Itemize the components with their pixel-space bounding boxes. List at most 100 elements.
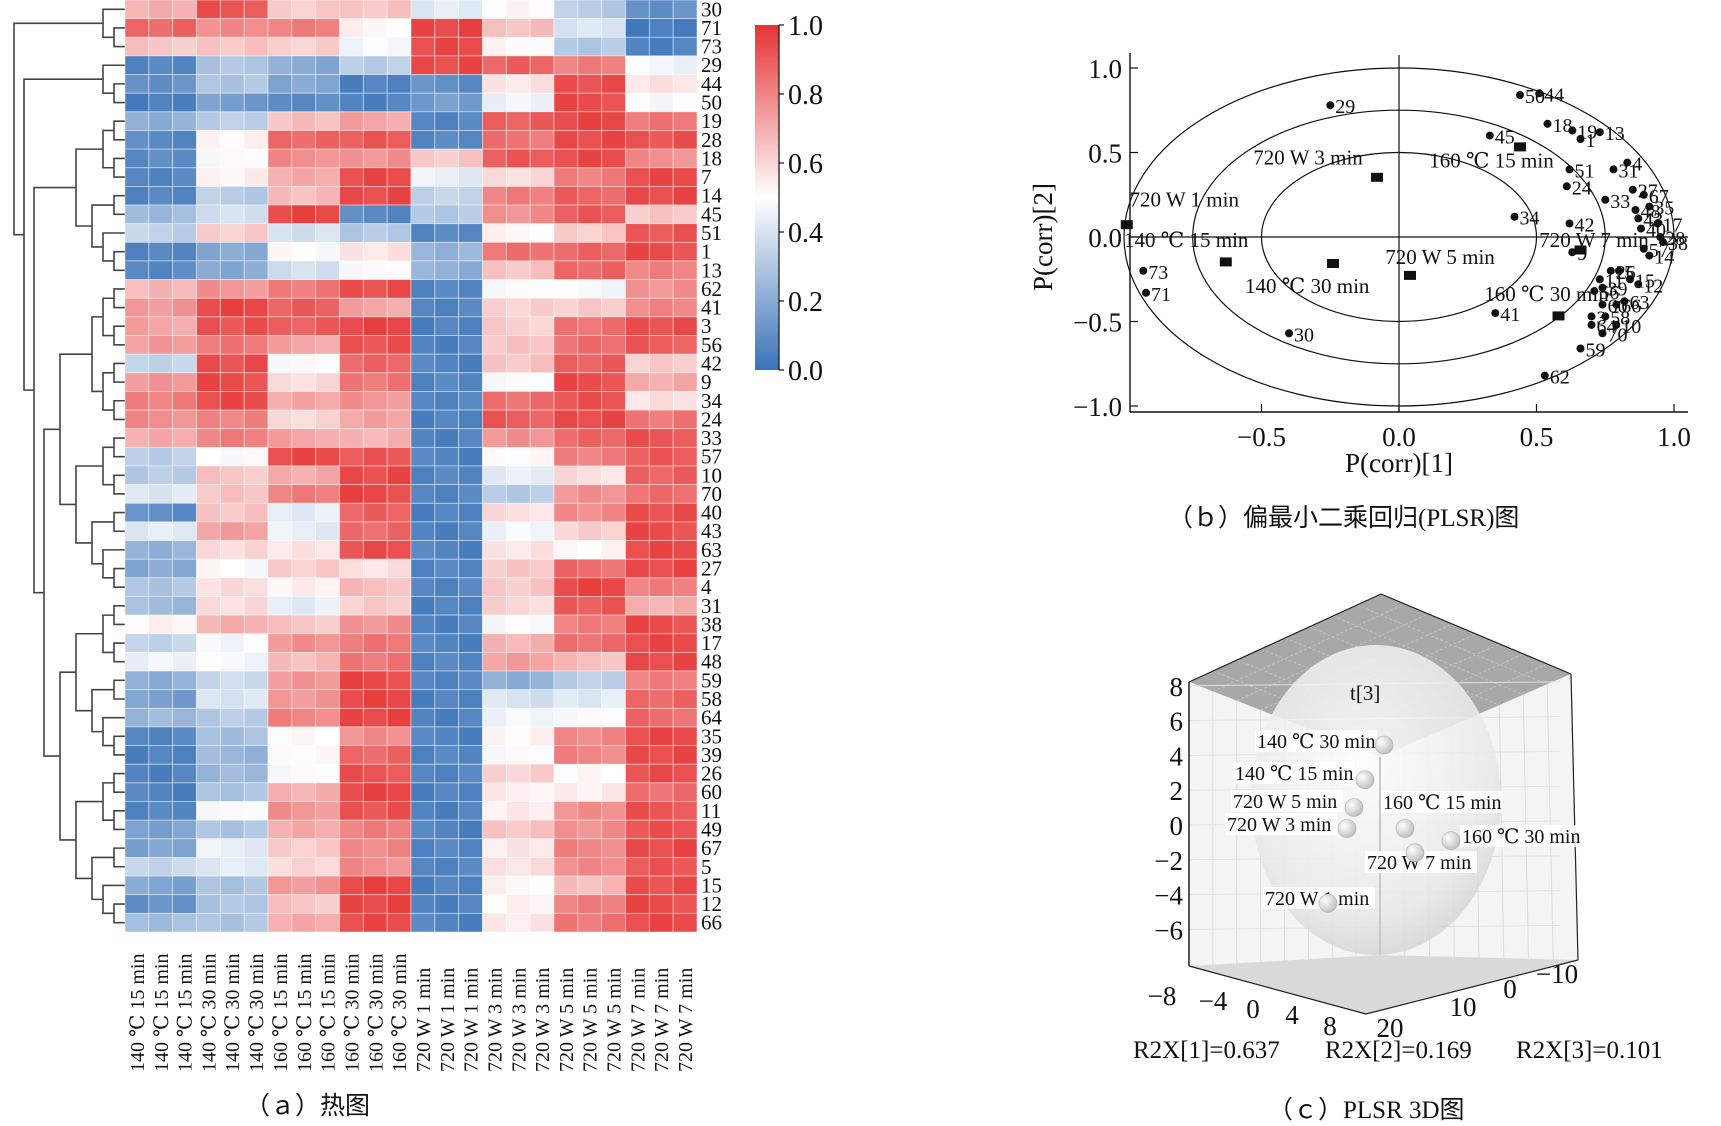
cube-edge xyxy=(1570,673,1579,961)
heatmap-cell xyxy=(482,763,507,784)
heatmap-cell xyxy=(362,707,388,728)
heatmap-cell xyxy=(196,148,221,169)
variable-point xyxy=(1653,219,1662,228)
heatmap-cell xyxy=(148,558,174,579)
heatmap-cell xyxy=(553,204,579,225)
row-label: 56 xyxy=(701,333,722,357)
row-label: 70 xyxy=(701,482,722,506)
heatmap-cell xyxy=(339,185,364,206)
heatmap-cell xyxy=(672,353,698,374)
heatmap-cell xyxy=(339,353,364,374)
heatmap-cell xyxy=(172,0,197,20)
heatmap-cell xyxy=(553,763,579,784)
heatmap-cell xyxy=(625,18,650,38)
heatmap-cell xyxy=(672,763,698,784)
column-label: 720 W 3 min xyxy=(508,968,530,1072)
heatmap-cell xyxy=(219,148,245,169)
heatmap-cell xyxy=(267,801,293,821)
heatmap-cell xyxy=(267,614,293,635)
heatmap-cell xyxy=(625,316,650,336)
heatmap-cell xyxy=(672,409,698,430)
dendrogram-branch xyxy=(23,78,103,391)
variable-point xyxy=(1568,126,1577,135)
heatmap-cell xyxy=(410,18,436,38)
heatmap-cell xyxy=(458,782,483,802)
heatmap-cell xyxy=(458,260,483,280)
heatmap-cell xyxy=(458,819,483,840)
heatmap-cell xyxy=(625,353,650,374)
heatmap-cell xyxy=(148,484,174,504)
heatmap-cell xyxy=(386,465,412,486)
sample-label: 720 W 1 min xyxy=(1130,188,1240,212)
heatmap-cell xyxy=(291,726,317,747)
heatmap-cell xyxy=(577,838,603,858)
heatmap-cell xyxy=(505,521,531,541)
heatmap-cell xyxy=(386,391,412,411)
heatmap-cell xyxy=(505,465,531,486)
heatmap-cell xyxy=(648,111,674,131)
heatmap-cell xyxy=(458,92,483,113)
heatmap-cell xyxy=(291,540,317,560)
heatmap-cell xyxy=(339,92,364,113)
heatmap-cell xyxy=(219,204,245,225)
heatmap-cell xyxy=(482,819,507,840)
row-label: 49 xyxy=(701,818,722,842)
correlation-ellipse xyxy=(1260,151,1538,323)
variable-label: 29 xyxy=(1335,96,1355,118)
heatmap-cell xyxy=(124,633,150,653)
row-label: 48 xyxy=(701,650,722,674)
heatmap-cell xyxy=(172,167,197,187)
heatmap-cell xyxy=(648,670,674,691)
heatmap-cell xyxy=(601,782,626,802)
heatmap-cell xyxy=(482,204,507,225)
heatmap-cell xyxy=(601,391,626,411)
heatmap-cell xyxy=(672,596,698,616)
heatmap-cell xyxy=(625,36,650,57)
heatmap-cell xyxy=(648,36,674,57)
heatmap-cell xyxy=(291,111,317,131)
heatmap-cell xyxy=(458,316,483,336)
heatmap-cell xyxy=(362,92,388,113)
heatmap-cell xyxy=(601,819,626,840)
variable-label: 63 xyxy=(1630,292,1650,314)
heatmap-cell xyxy=(148,167,174,187)
heatmap-cell xyxy=(648,614,674,635)
heatmap-cell xyxy=(339,670,364,691)
variable-point xyxy=(1615,266,1623,275)
heatmap-cell xyxy=(458,521,483,541)
heatmap-column-labels: 140 ℃ 15 min 140 ℃ 15 min 140 ℃ 15 min 140 … xyxy=(127,954,697,1073)
heatmap-cell xyxy=(458,596,483,616)
heatmap-cell xyxy=(482,0,507,20)
heatmap-cell xyxy=(672,130,698,150)
heatmap-cell xyxy=(625,707,650,728)
heatmap-cell xyxy=(434,55,460,75)
heatmap-cell xyxy=(672,875,698,896)
heatmap-cell xyxy=(362,74,388,94)
heatmap-cell xyxy=(291,707,317,728)
y-tick-label: −0.5 xyxy=(1073,308,1122,338)
heatmap-cell xyxy=(672,111,698,131)
heatmap-cell xyxy=(434,502,460,523)
heatmap-cell xyxy=(648,74,674,94)
heatmap-cell xyxy=(386,111,412,131)
heatmap-cell xyxy=(291,185,317,206)
heatmap-cell xyxy=(529,74,555,94)
heatmap-cell xyxy=(672,558,698,579)
heatmap-cell xyxy=(625,297,650,318)
heatmap-cell xyxy=(362,894,388,914)
heatmap-cell xyxy=(458,726,483,747)
heatmap-cell xyxy=(482,130,507,150)
heatmap-cell xyxy=(648,297,674,318)
heatmap-cell xyxy=(577,465,603,486)
heatmap-cell xyxy=(148,428,174,448)
variable-point xyxy=(1659,238,1667,247)
heatmap-cell xyxy=(148,465,174,486)
dendrogram-branch xyxy=(113,605,125,626)
heatmap-cell xyxy=(243,353,269,374)
heatmap-cell xyxy=(577,484,603,504)
heatmap-cell xyxy=(362,819,388,840)
heatmap-cell xyxy=(219,558,245,579)
heatmap-cell xyxy=(529,540,555,560)
row-label: 38 xyxy=(701,612,722,636)
heatmap-cell xyxy=(648,875,674,896)
